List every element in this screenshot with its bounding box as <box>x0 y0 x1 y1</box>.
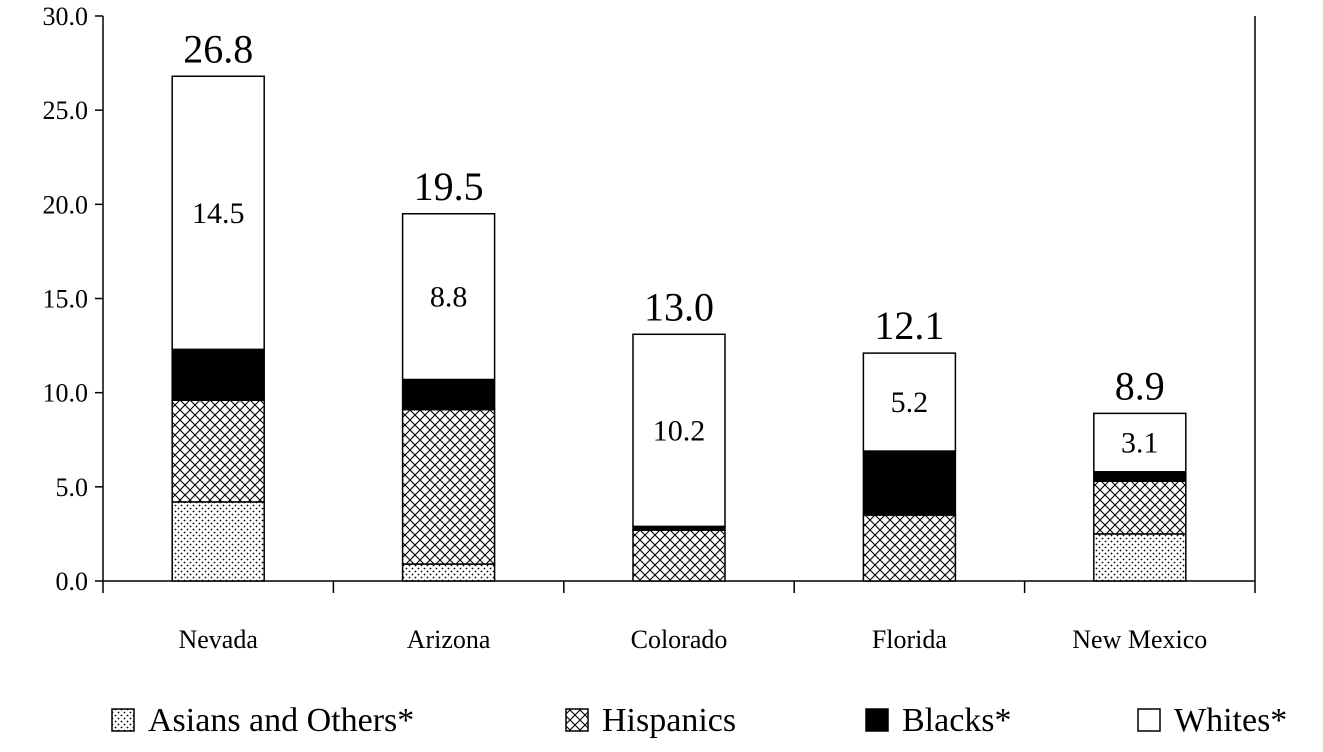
segment-value-label: 14.5 <box>192 197 245 230</box>
bar-segment-crosshatch <box>632 529 726 582</box>
legend: Asians and Others* Hispanics Blacks* Whites… <box>111 702 1287 739</box>
legend-label: Asians and Others* <box>148 702 414 739</box>
bar-segment-crosshatch <box>862 514 957 582</box>
x-tick-label: Nevada <box>178 625 258 654</box>
bar-segment-solid <box>401 378 496 411</box>
bar-segment-solid <box>171 348 265 401</box>
plot-area: 0.0 5.0 10.0 15.0 20.0 25.0 30.0 14.5 26.8 Nevada… <box>43 2 1256 654</box>
legend-swatch-solid <box>865 708 889 732</box>
segment-value-label: 8.8 <box>430 281 468 314</box>
total-value-label: 12.1 <box>874 303 944 348</box>
bar-segment-dots <box>1093 533 1187 582</box>
y-tick-label: 20.0 <box>43 190 89 219</box>
bar-segment-solid <box>1093 471 1187 482</box>
x-tick-label: Arizona <box>407 625 491 654</box>
x-tick-label: New Mexico <box>1072 625 1207 654</box>
y-tick-label: 5.0 <box>56 473 89 502</box>
bar-segment-dots <box>171 501 265 582</box>
bar-segment-crosshatch <box>1093 480 1187 535</box>
bar-segment-none <box>862 352 957 452</box>
segment-value-label: 5.2 <box>891 386 929 419</box>
bar-segment-none <box>401 213 496 381</box>
total-value-label: 13.0 <box>644 284 714 329</box>
segment-value-label: 10.2 <box>653 414 706 447</box>
bar-segment-solid <box>862 450 957 516</box>
total-value-label: 19.5 <box>414 164 484 209</box>
x-tick-label: Colorado <box>631 625 728 654</box>
bar-segment-none <box>1093 412 1187 473</box>
bar-segment-dots <box>401 563 496 582</box>
bar-segment-crosshatch <box>401 408 496 565</box>
bar-segment-none <box>171 75 265 351</box>
bar-segment-crosshatch <box>171 399 265 503</box>
x-tick-label: Florida <box>872 625 948 654</box>
legend-swatch-dots <box>111 708 135 732</box>
bar-segment-none <box>632 333 726 528</box>
y-tick-label: 10.0 <box>43 379 89 408</box>
legend-label: Blacks* <box>902 702 1012 739</box>
y-tick-label: 0.0 <box>56 567 89 596</box>
legend-label: Hispanics <box>602 702 736 739</box>
y-tick-label: 30.0 <box>43 2 89 31</box>
segment-value-label: 3.1 <box>1121 427 1159 460</box>
total-value-label: 26.8 <box>183 26 253 71</box>
y-tick-label: 15.0 <box>43 285 89 314</box>
total-value-label: 8.9 <box>1115 363 1165 408</box>
legend-swatch-crosshatch <box>565 708 589 732</box>
legend-label: Whites* <box>1174 702 1287 739</box>
y-tick-label: 25.0 <box>43 96 89 125</box>
legend-swatch-none <box>1137 708 1161 732</box>
